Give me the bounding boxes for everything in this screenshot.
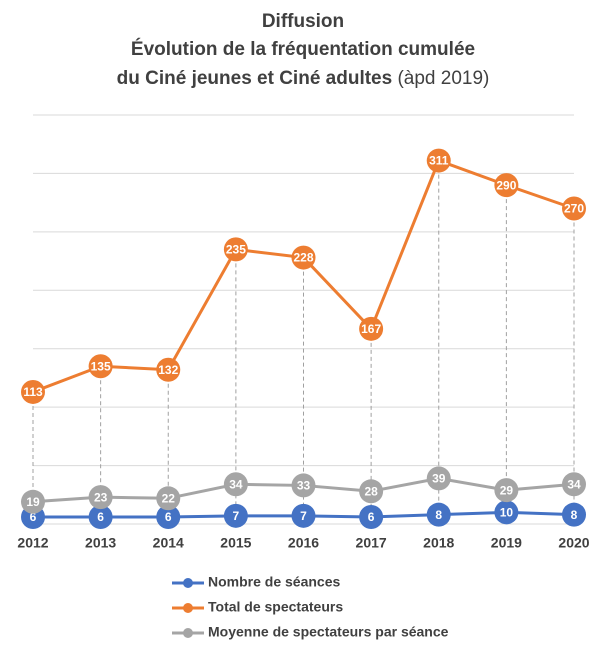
data-label: 8 [435, 508, 442, 522]
chart-title: du Ciné jeunes et Ciné adultes [117, 68, 393, 89]
data-point [359, 504, 384, 529]
chart-title: Évolution de la fréquentation cumulée [131, 38, 475, 60]
data-label: 23 [94, 490, 108, 504]
data-point [156, 486, 181, 511]
data-point [494, 478, 519, 503]
x-tick-label: 2020 [558, 535, 589, 551]
data-label: 270 [564, 202, 584, 216]
x-tick-label: 2014 [153, 535, 184, 551]
data-label: 290 [496, 178, 516, 192]
data-label: 39 [432, 472, 446, 486]
data-point [291, 473, 316, 498]
data-point [562, 196, 586, 221]
x-tick-label: 2017 [356, 535, 387, 551]
data-point [21, 379, 45, 404]
chart-title-note: (àpd 2019) [397, 68, 489, 89]
data-point [359, 316, 384, 341]
data-label: 28 [364, 484, 378, 498]
data-point [156, 504, 181, 529]
data-point [21, 489, 45, 514]
legend-label: Total de spectateurs [208, 599, 343, 615]
x-tick-label: 2012 [17, 535, 48, 551]
legend-marker [183, 628, 193, 638]
data-point [426, 502, 451, 527]
data-label: 113 [23, 385, 43, 399]
data-label: 235 [226, 243, 246, 257]
x-tick-label: 2016 [288, 535, 319, 551]
data-label: 7 [300, 509, 307, 523]
data-point [494, 173, 519, 198]
x-tick-label: 2018 [423, 535, 454, 551]
data-label: 19 [26, 495, 40, 509]
legend-marker [183, 578, 193, 588]
data-point [426, 466, 451, 491]
legend-marker [183, 603, 193, 613]
x-tick-label: 2013 [85, 535, 116, 551]
data-point [223, 503, 248, 528]
data-label: 8 [571, 508, 578, 522]
data-label: 167 [361, 322, 381, 336]
data-label: 10 [500, 505, 514, 519]
data-point [291, 245, 316, 270]
data-label: 33 [297, 479, 311, 493]
data-label: 34 [229, 477, 243, 491]
data-point [359, 479, 384, 504]
data-point [291, 503, 316, 528]
chart-title: Diffusion [262, 11, 344, 32]
data-label: 132 [158, 363, 178, 377]
data-point [494, 500, 519, 525]
data-label: 6 [30, 510, 37, 524]
data-point [223, 472, 248, 497]
data-point [562, 472, 586, 497]
data-label: 7 [233, 509, 240, 523]
x-tick-label: 2019 [491, 535, 522, 551]
data-point [562, 502, 586, 527]
data-label: 311 [429, 154, 449, 168]
data-label: 135 [91, 359, 111, 373]
data-label: 6 [368, 510, 375, 524]
data-point [88, 354, 113, 379]
data-point [223, 237, 248, 262]
data-label: 6 [97, 510, 104, 524]
data-point [156, 357, 181, 382]
data-point [88, 504, 113, 529]
data-label: 228 [293, 251, 313, 265]
data-point [426, 148, 451, 173]
data-point [88, 485, 113, 510]
legend-label: Moyenne de spectateurs par séance [208, 624, 449, 640]
chart-title: du Ciné jeunes et Ciné adultes (àpd 2019… [117, 68, 490, 89]
data-label: 29 [500, 483, 514, 497]
legend-label: Nombre de séances [208, 574, 340, 590]
x-tick-label: 2015 [220, 535, 251, 551]
data-label: 6 [165, 510, 172, 524]
data-label: 34 [567, 477, 581, 491]
data-label: 22 [162, 491, 176, 505]
